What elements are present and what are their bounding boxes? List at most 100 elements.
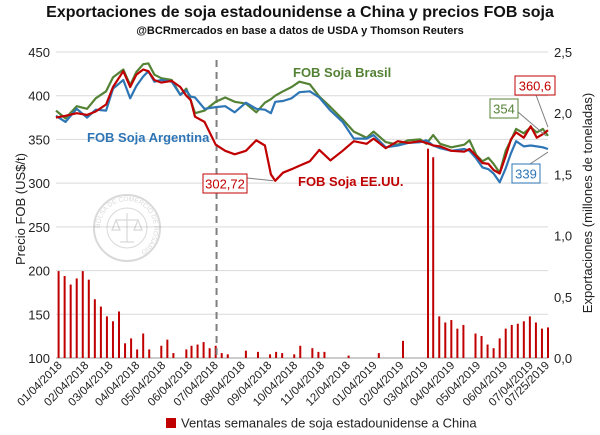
series-label: FOB Soja Argentina (87, 130, 210, 145)
sales-bar (486, 344, 489, 358)
sales-bar (105, 316, 108, 358)
sales-bar (474, 333, 477, 358)
sales-bar (196, 344, 199, 358)
sales-bar (432, 157, 435, 358)
sales-bar (323, 351, 326, 358)
series-line (55, 70, 549, 184)
y-tick-left: 350 (28, 132, 50, 147)
sales-bar (456, 328, 459, 358)
y-tick-left: 300 (28, 176, 50, 191)
sales-bar (317, 351, 320, 358)
annotation-box (514, 75, 556, 96)
y-axis-title-left: Precio FOB (US$/t) (13, 153, 28, 265)
sales-bar (480, 335, 483, 358)
sales-bar (166, 339, 169, 358)
chart-title: Exportaciones de soja estadounidense a C… (46, 4, 554, 21)
sales-bar (202, 342, 205, 358)
sales-bar (281, 353, 284, 358)
sales-bar (172, 353, 175, 358)
y-tick-right: 1,5 (554, 167, 572, 182)
sales-bar (528, 316, 531, 358)
sales-bar (401, 340, 404, 358)
annotation-label: 339 (515, 167, 537, 182)
sales-bar (142, 333, 145, 358)
watermark-seal: BOLSA DE COMERCIO DE ROSARIO (93, 194, 161, 262)
sales-bar (208, 348, 211, 358)
seal-inner-ring (106, 207, 148, 249)
annotation-leader (246, 177, 274, 182)
y-tick-left: 150 (28, 307, 50, 322)
sales-bar (136, 349, 139, 358)
y-tick-right: 0,0 (554, 351, 572, 366)
sales-bar (516, 323, 519, 358)
sales-bar (275, 351, 278, 358)
sales-bar (450, 320, 453, 358)
sales-bar (63, 275, 66, 358)
sales-bar (540, 328, 543, 358)
sales-bar (148, 349, 151, 358)
sales-bar (81, 271, 84, 358)
sales-bar (498, 338, 501, 358)
sales-bar (438, 316, 441, 358)
sales-bar (118, 311, 121, 358)
sales-bar (427, 148, 430, 358)
sales-bar (185, 349, 188, 358)
y-tick-right: 1,0 (554, 229, 572, 244)
sales-bar (510, 324, 513, 358)
annotation-label: 354 (493, 102, 515, 117)
annotation-box (511, 163, 541, 184)
y-tick-right: 2,0 (554, 106, 572, 121)
sales-bar (160, 345, 163, 358)
sales-bar (444, 322, 447, 358)
y-axis-title-right: Exportaciones (millones de toneladas) (580, 93, 595, 313)
annotation-label: 302,72 (205, 177, 245, 192)
seal-outer-ring (93, 194, 161, 262)
sales-bar (311, 348, 314, 358)
sales-bar (226, 354, 229, 358)
y-tick-left: 400 (28, 89, 50, 104)
annotation-leader (529, 151, 549, 165)
sales-bar (99, 306, 102, 358)
y-tick-left: 250 (28, 220, 50, 235)
series-line (55, 62, 549, 174)
y-tick-left: 450 (28, 45, 50, 60)
sales-bar (244, 350, 247, 358)
sales-bar (377, 353, 380, 358)
sales-bar (492, 348, 495, 358)
sales-bar (299, 345, 302, 358)
sales-bar (190, 345, 193, 358)
series-label: FOB Soja Brasil (293, 65, 391, 80)
sales-bar (220, 353, 223, 358)
sales-bar (547, 327, 549, 358)
annotation-leader (517, 111, 547, 137)
annotation-box (489, 98, 519, 119)
sales-bar (269, 354, 272, 358)
annotation-box (202, 173, 248, 194)
sales-bar (462, 324, 465, 358)
sales-bar (87, 279, 90, 358)
sales-bar (522, 321, 525, 358)
sales-bar (93, 299, 96, 358)
sales-bar (111, 321, 114, 358)
sales-bar (504, 328, 507, 358)
y-tick-right: 2,5 (554, 45, 572, 60)
chart-subtitle: @BCRmercados en base a datos de USDA y T… (136, 25, 464, 37)
y-tick-left: 200 (28, 264, 50, 279)
seal-scales-icon (111, 213, 143, 243)
sales-bar (69, 284, 72, 358)
legend-label: Ventas semanales de soja estadounidense … (181, 416, 477, 431)
sales-bar (57, 271, 60, 358)
series-label: FOB Soja EE.UU. (298, 174, 403, 189)
sales-bar (293, 354, 296, 358)
series-line (55, 68, 549, 182)
sales-bar (75, 278, 78, 358)
sales-bar (347, 355, 350, 358)
sales-bar (130, 338, 133, 358)
y-tick-right: 0,5 (554, 290, 572, 305)
sales-bar (124, 343, 127, 358)
sales-bar (256, 351, 259, 358)
annotation-leader (535, 94, 549, 128)
y-tick-left: 100 (28, 351, 50, 366)
annotation-label: 360,6 (519, 79, 552, 94)
